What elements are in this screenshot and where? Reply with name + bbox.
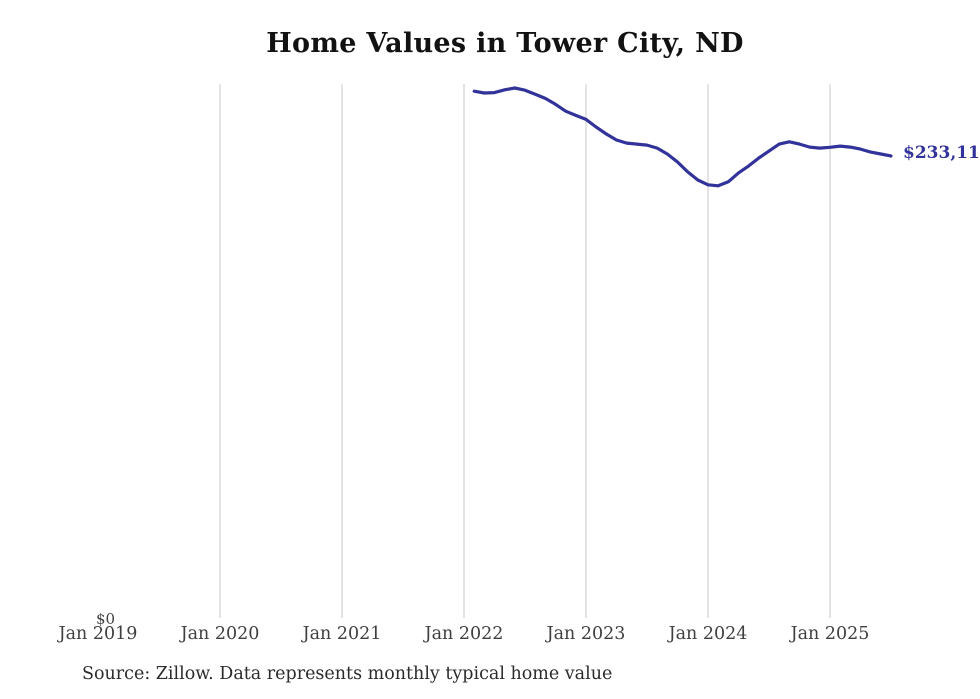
x-tick-label-jan-2025: Jan 2025	[790, 624, 870, 644]
latest-value-label: $233,114	[903, 143, 980, 163]
x-tick-label-jan-2024: Jan 2024	[668, 624, 748, 644]
x-tick-label-jan-2023: Jan 2023	[546, 624, 626, 644]
x-tick-label-jan-2020: Jan 2020	[180, 624, 260, 644]
y-axis-zero-label: $0	[96, 610, 116, 628]
chart-title: Home Values in Tower City, ND	[266, 28, 744, 59]
x-tick-label-jan-2022: Jan 2022	[424, 624, 504, 644]
vertical-gridlines	[219, 84, 831, 618]
source-note: Source: Zillow. Data represents monthly …	[82, 664, 613, 684]
x-axis-tick-labels: Jan 2019 Jan 2020 Jan 2021 Jan 2022 Jan 2023…	[0, 624, 980, 648]
home-value-line-series	[472, 86, 893, 188]
x-tick-label-jan-2019: Jan 2019	[58, 624, 138, 644]
x-tick-label-jan-2021: Jan 2021	[302, 624, 382, 644]
